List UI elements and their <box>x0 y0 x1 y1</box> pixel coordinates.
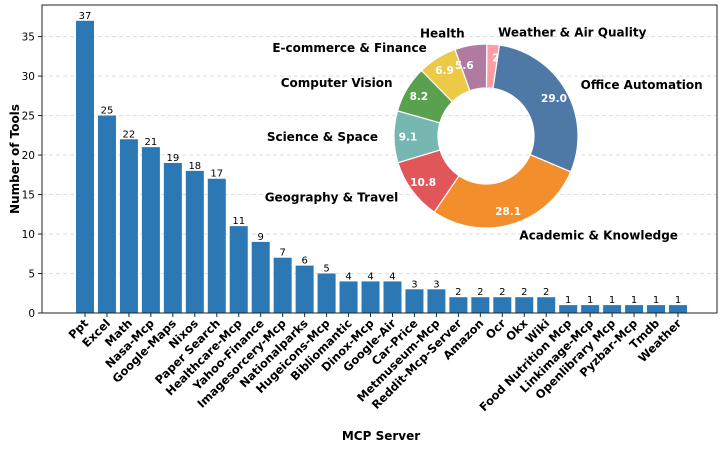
bar-value-label: 17 <box>210 169 223 180</box>
bar <box>537 297 556 313</box>
bar-value-label: 7 <box>279 248 285 259</box>
y-tick-label: 5 <box>28 269 35 281</box>
bar <box>207 178 226 313</box>
bar <box>603 305 622 313</box>
bar-value-label: 11 <box>232 216 245 227</box>
bar <box>405 289 424 313</box>
bar-value-label: 19 <box>166 153 179 164</box>
bar <box>361 281 380 313</box>
bar-value-label: 21 <box>145 137 158 148</box>
bar <box>493 297 512 313</box>
slice-label: Geography & Travel <box>265 191 399 205</box>
x-ticks: PptExcelMathNasa-McpGoogle-MapsNixosPape… <box>66 313 684 414</box>
y-ticks: 0 5 10 15 20 25 30 35 <box>22 32 42 320</box>
slice-label: Science & Space <box>267 130 378 144</box>
slice-value-label: 9.1 <box>399 132 418 144</box>
bar-value-label: 2 <box>477 287 483 298</box>
bar <box>559 305 578 313</box>
bar-value-label: 1 <box>565 295 571 306</box>
bar-value-label: 3 <box>411 279 417 290</box>
bar <box>581 305 600 313</box>
y-tick-label: 15 <box>22 190 35 202</box>
x-axis-label: MCP Server <box>342 429 420 443</box>
y-axis-label: Number of Tools <box>8 104 22 214</box>
slice-value-label: 6.9 <box>435 65 454 77</box>
slice-label: Health <box>420 26 465 40</box>
bar-value-label: 22 <box>123 129 136 140</box>
slice-value-label: 8.2 <box>410 91 429 103</box>
bar <box>229 226 248 313</box>
bar-value-label: 5 <box>323 264 329 275</box>
bar <box>471 297 490 313</box>
bar-value-label: 2 <box>499 287 505 298</box>
bar <box>97 115 116 313</box>
donut-slice <box>454 43 488 92</box>
bar <box>383 281 402 313</box>
bar <box>515 297 534 313</box>
bar-value-label: 2 <box>455 287 461 298</box>
bar-value-label: 1 <box>631 295 637 306</box>
bar-value-label: 25 <box>101 106 114 117</box>
bar-value-label: 4 <box>367 271 373 282</box>
bar-value-label: 2 <box>543 287 549 298</box>
slice-value-label: 5.6 <box>455 60 474 72</box>
y-tick-label: 20 <box>22 150 35 162</box>
bar <box>273 257 292 313</box>
bar-value-label: 1 <box>653 295 659 306</box>
bar <box>295 265 314 313</box>
bar-value-label: 3 <box>433 279 439 290</box>
bar <box>141 147 160 313</box>
bar-value-label: 1 <box>609 295 615 306</box>
bar-value-label: 4 <box>389 271 395 282</box>
y-tick-label: 0 <box>28 308 35 320</box>
slice-value-label: 28.1 <box>495 206 521 218</box>
y-tick-label: 30 <box>22 71 35 83</box>
slice-value-label: 10.8 <box>410 177 436 189</box>
bar <box>163 162 182 313</box>
bar-value-label: 4 <box>345 271 351 282</box>
bar <box>625 305 644 313</box>
bar-value-label: 1 <box>675 295 681 306</box>
bar-value-label: 1 <box>587 295 593 306</box>
bar <box>185 170 204 313</box>
y-tick-label: 25 <box>22 111 35 123</box>
bar-value-label: 6 <box>301 256 307 267</box>
x-tick-label: Ocr <box>483 316 509 342</box>
slice-label: Computer Vision <box>281 76 393 90</box>
slice-label: E-commerce & Finance <box>272 41 426 55</box>
bar-value-label: 37 <box>79 11 92 22</box>
slice-label: Weather & Air Quality <box>498 25 647 39</box>
donut-slice <box>492 44 579 173</box>
bar <box>251 241 270 313</box>
y-tick-label: 35 <box>22 32 35 44</box>
axes-frame <box>41 4 718 314</box>
bar <box>449 297 468 313</box>
bar <box>427 289 446 313</box>
y-tick-label: 10 <box>22 229 35 241</box>
bar-value-label: 2 <box>521 287 527 298</box>
slice-label: Academic & Knowledge <box>519 229 678 243</box>
bar <box>119 139 138 313</box>
bar <box>339 281 358 313</box>
bar-value-label: 18 <box>188 161 201 172</box>
bar <box>76 20 94 314</box>
bar <box>317 273 336 313</box>
bar <box>669 305 687 313</box>
donut-slice <box>433 153 572 229</box>
bar <box>647 305 666 313</box>
bar-value-label: 9 <box>258 232 264 243</box>
slice-label: Office Automation <box>581 78 703 92</box>
slice-value-label: 29.0 <box>541 93 567 105</box>
